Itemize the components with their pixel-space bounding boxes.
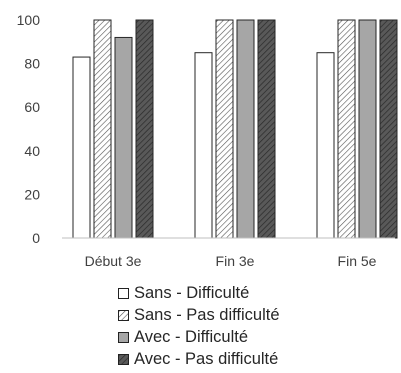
bar-0-3 (135, 19, 154, 239)
bar-chart: 0 20 40 60 80 100 Début 3e Fin 3e Fin 5e (17, 12, 398, 269)
x-tick-label: Fin 5e (338, 253, 377, 269)
bar-2-2 (358, 19, 377, 239)
bar-0-0 (72, 56, 91, 239)
legend-swatch-sans-difficulte (118, 287, 129, 299)
bar-0-1 (93, 19, 112, 239)
legend-swatch-sans-pas-difficulte (118, 309, 129, 321)
x-tick-label: Début 3e (85, 253, 142, 269)
y-tick-label: 20 (24, 186, 40, 202)
legend-item: Sans - Pas difficulté (118, 304, 280, 326)
bar-0-2 (114, 36, 133, 239)
y-tick-label: 40 (24, 143, 40, 159)
x-tick-label: Fin 3e (216, 253, 255, 269)
legend-item: Avec - Difficulté (118, 326, 280, 348)
y-tick-label: 60 (24, 99, 40, 115)
legend-label: Avec - Pas difficulté (134, 349, 279, 368)
bar-2-3 (379, 19, 398, 239)
y-tick-label: 0 (32, 230, 40, 246)
y-tick-label: 100 (17, 12, 41, 28)
bar-1-2 (236, 19, 255, 239)
legend: Sans - Difficulté Sans - Pas difficulté … (118, 282, 280, 370)
legend-swatch-avec-difficulte (118, 331, 129, 343)
legend-swatch-avec-pas-difficulte (118, 353, 129, 365)
bar-1-1 (215, 19, 234, 239)
legend-item: Sans - Difficulté (118, 282, 280, 304)
y-tick-label: 80 (24, 56, 40, 72)
legend-label: Sans - Pas difficulté (134, 305, 280, 324)
legend-label: Sans - Difficulté (134, 283, 250, 302)
bar-1-0 (194, 52, 213, 239)
legend-label: Avec - Difficulté (134, 327, 249, 346)
bar-2-1 (337, 19, 356, 239)
bar-2-0 (316, 52, 335, 239)
bar-1-3 (257, 19, 276, 239)
legend-item: Avec - Pas difficulté (118, 348, 280, 370)
